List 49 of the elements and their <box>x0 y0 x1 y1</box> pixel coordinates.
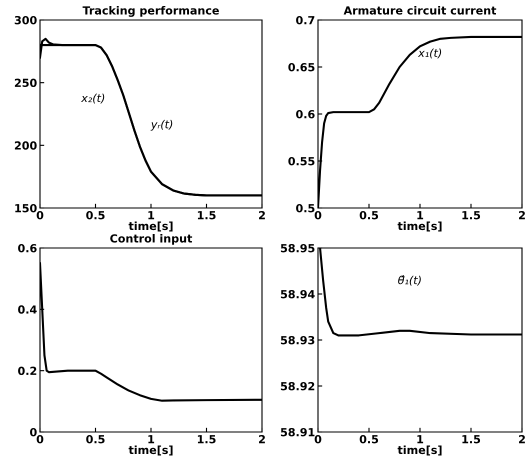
annotation: yᵣ(t) <box>150 120 172 131</box>
x-tick-label: 2 <box>259 210 265 220</box>
x-tick-label: 1.5 <box>198 211 216 220</box>
chart-title: Armature circuit current <box>344 6 496 15</box>
y-tick-label: 300 <box>14 16 37 24</box>
x-tick-label: 1.5 <box>198 435 216 444</box>
x-tick-label: 0.5 <box>360 434 378 444</box>
x-tick-label: 1 <box>417 211 424 220</box>
y-tick-label: 58.95 <box>280 244 314 252</box>
y-tick-label: 150 <box>15 204 37 212</box>
y-tick-label: 58.93 <box>280 336 314 344</box>
y-tick-label: 0.7 <box>296 16 314 24</box>
y-tick-label: 58.91 <box>280 428 314 436</box>
y-tick-label: 0.55 <box>288 156 314 166</box>
x-tick-label: 0 <box>314 434 322 444</box>
x-tick-label: 0 <box>36 434 44 444</box>
x-tick-label: 2 <box>519 210 525 220</box>
y-tick-label: 0.6 <box>18 244 37 252</box>
y-tick-label: 0.5 <box>296 204 314 212</box>
x-tick-label: 1 <box>148 211 154 220</box>
x-tick-label: 2 <box>259 434 265 444</box>
annotation: x₂(t) <box>80 94 104 104</box>
y-tick-label: 250 <box>14 78 37 88</box>
y-tick-label: 0.2 <box>18 366 36 376</box>
x-tick-label: 2 <box>519 434 525 444</box>
x-axis-title: time[s] <box>128 446 173 456</box>
y-tick-label: 200 <box>14 141 37 150</box>
chart-title: Tracking performance <box>82 6 219 17</box>
y-tick-label: 58.92 <box>280 382 314 390</box>
annotation: θ̂₁(t) <box>398 275 421 286</box>
x-tick-label: 0.5 <box>86 210 105 220</box>
x-tick-label: 0 <box>36 210 44 220</box>
x-tick-label: 0 <box>314 210 322 220</box>
y-tick-label: 0 <box>30 428 37 436</box>
x-tick-label: 0.5 <box>360 210 378 220</box>
y-tick-label: 58.94 <box>280 290 315 298</box>
chart-title: Control input <box>110 234 192 245</box>
x-axis-title: time[s] <box>128 222 173 232</box>
x-axis-title: time[s] <box>398 222 442 232</box>
x-tick-label: 1.5 <box>462 211 480 220</box>
x-tick-label: 1.5 <box>462 435 480 444</box>
x-tick-label: 0.5 <box>86 434 105 444</box>
x-tick-label: 1 <box>417 435 424 444</box>
x-axis-title: time[s] <box>398 446 442 456</box>
y-tick-label: 0.6 <box>296 110 315 118</box>
y-tick-label: 0.65 <box>288 62 314 72</box>
y-tick-label: 0.4 <box>18 305 37 314</box>
x-tick-label: 1 <box>148 435 154 444</box>
annotation: x₁(t) <box>418 48 442 58</box>
